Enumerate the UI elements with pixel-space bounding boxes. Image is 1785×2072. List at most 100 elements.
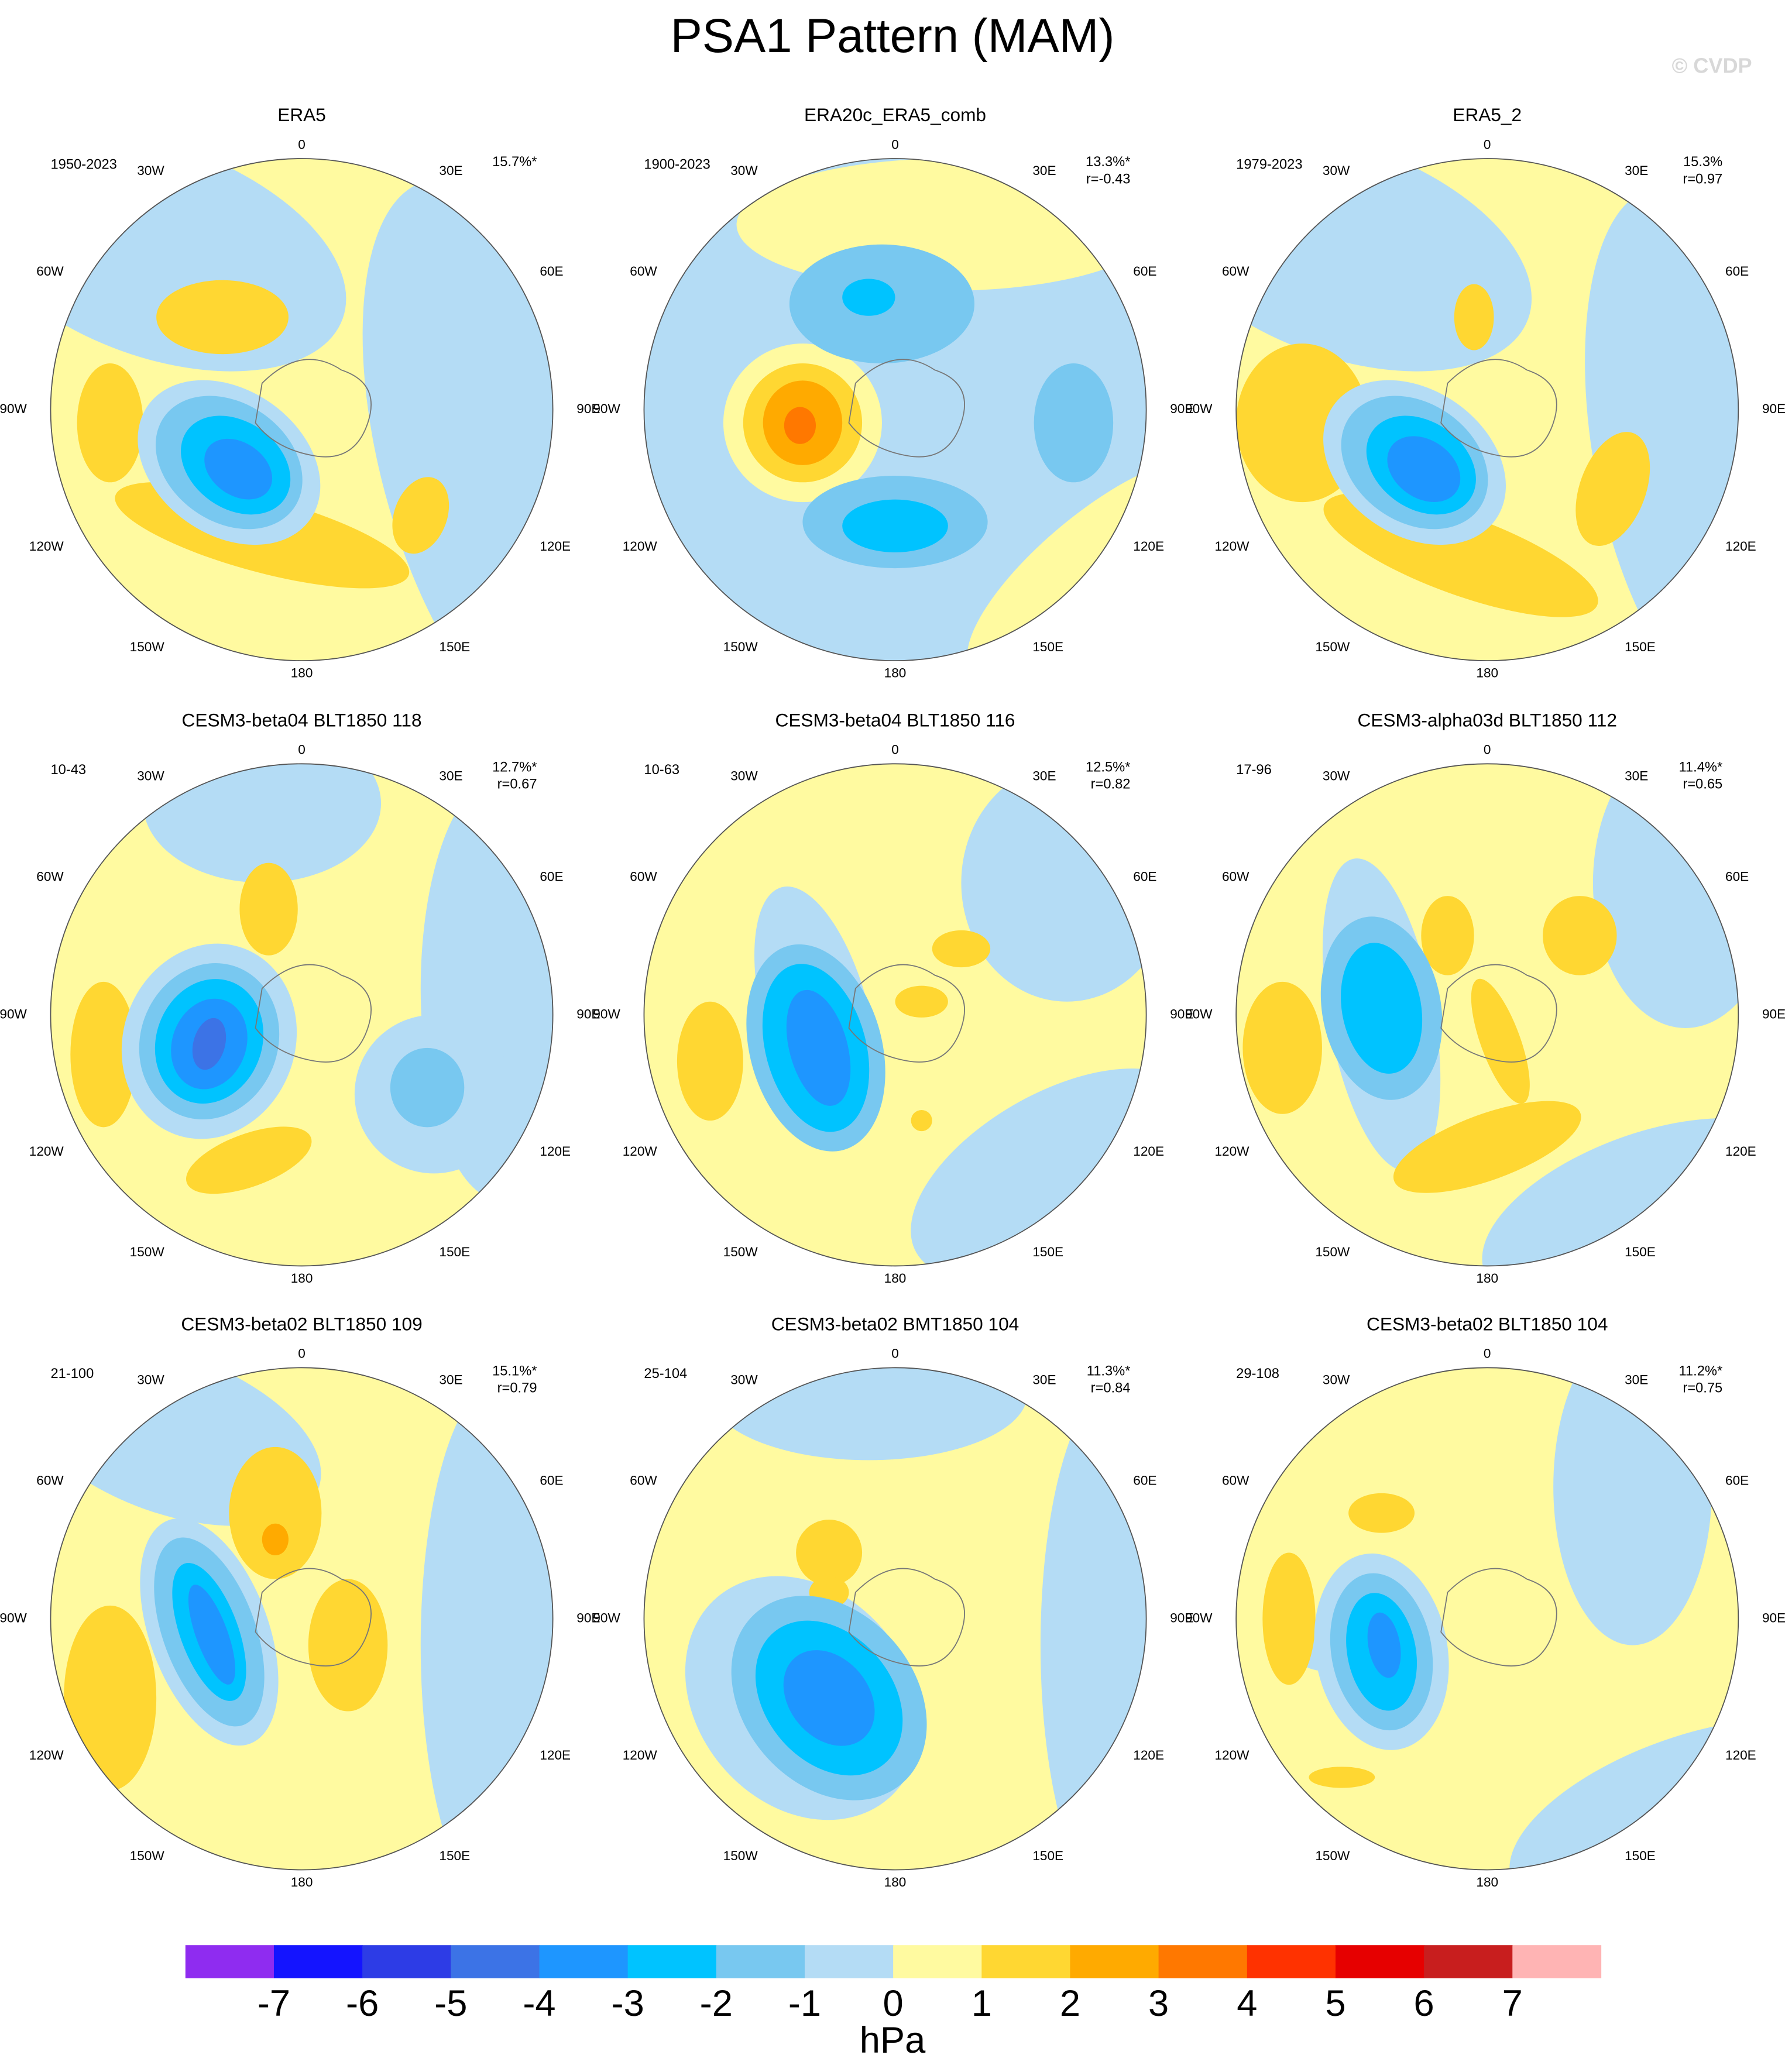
contour-region xyxy=(796,1520,863,1586)
longitude-label: 60E xyxy=(540,264,563,279)
colorbar-box xyxy=(362,1945,451,1978)
longitude-label: 0 xyxy=(298,137,305,152)
panel-correlation: r=0.65 xyxy=(1683,777,1722,792)
longitude-label: 0 xyxy=(891,1346,899,1361)
map-border xyxy=(643,1367,1147,1871)
contour-region xyxy=(783,1650,875,1746)
longitude-label: 60W xyxy=(630,264,657,279)
colorbar-tick-label: 3 xyxy=(1148,1983,1169,2024)
contour-region xyxy=(390,1047,465,1128)
panel-title: CESM3-beta02 BLT1850 109 xyxy=(181,1313,422,1334)
panel-period: 10-43 xyxy=(50,762,86,778)
antarctica-outline xyxy=(848,964,965,1063)
map-border xyxy=(50,1367,554,1871)
contour-region xyxy=(1040,1380,1146,1870)
contour-region xyxy=(932,930,991,968)
contour-region xyxy=(77,363,143,483)
longitude-label: 30W xyxy=(730,1373,758,1387)
map-border xyxy=(50,763,554,1267)
panel-title: ERA5 xyxy=(277,104,326,125)
longitude-label: 90W xyxy=(0,401,27,416)
panel-title: CESM3-beta02 BLT1850 104 xyxy=(1367,1313,1608,1334)
longitude-label: 120W xyxy=(623,539,658,554)
longitude-label: 0 xyxy=(298,1346,305,1361)
contour-region xyxy=(1367,1612,1401,1678)
longitude-label: 0 xyxy=(1484,1346,1491,1361)
antarctica-outline xyxy=(1440,1568,1557,1666)
figure-title: PSA1 Pattern (MAM) xyxy=(671,9,1115,63)
colorbar-tick-label: -2 xyxy=(700,1983,733,2024)
contour-region xyxy=(1454,284,1494,351)
colorbar-box xyxy=(1424,1945,1513,1978)
colorbar-box xyxy=(716,1945,805,1978)
colorbar-box xyxy=(1158,1945,1248,1978)
colorbar-box xyxy=(804,1945,894,1978)
panel-variance: 12.5%* xyxy=(1086,760,1130,775)
panel-correlation: r=0.79 xyxy=(497,1381,537,1396)
longitude-label: 60W xyxy=(630,869,657,884)
longitude-label: 150E xyxy=(439,640,470,654)
contour-region xyxy=(70,981,137,1128)
colorbar-tick-label: -5 xyxy=(434,1983,467,2024)
panel-period: 21-100 xyxy=(50,1366,94,1382)
contour-region xyxy=(192,1018,226,1070)
contour-region xyxy=(156,280,289,355)
longitude-label: 180 xyxy=(291,1271,313,1286)
longitude-label: 150W xyxy=(130,640,165,654)
map-border xyxy=(1235,158,1739,662)
contour-region xyxy=(1348,1493,1415,1533)
panel-title: CESM3-alpha03d BLT1850 112 xyxy=(1358,709,1617,730)
panel-variance: 12.7%* xyxy=(492,760,537,775)
longitude-label: 90E xyxy=(1762,1006,1785,1021)
longitude-label: 60E xyxy=(1133,1473,1156,1488)
colorbar-box xyxy=(1070,1945,1159,1978)
longitude-label: 90W xyxy=(1185,1610,1213,1625)
contour-region xyxy=(1034,363,1114,483)
longitude-label: 150E xyxy=(1625,1848,1656,1863)
longitude-label: 30E xyxy=(1032,769,1056,784)
colorbar-box xyxy=(981,1945,1071,1978)
longitude-label: 180 xyxy=(884,666,907,681)
contour-region xyxy=(204,438,273,500)
map-panel xyxy=(50,764,553,1266)
longitude-label: 180 xyxy=(1476,666,1498,681)
panel-period: 10-63 xyxy=(644,762,679,778)
longitude-label: 0 xyxy=(298,743,305,757)
longitude-label: 30W xyxy=(137,163,164,178)
longitude-label: 120E xyxy=(1725,1144,1756,1159)
longitude-label: 120W xyxy=(1214,1144,1250,1159)
longitude-label: 180 xyxy=(884,1875,907,1889)
panel-title: CESM3-beta02 BMT1850 104 xyxy=(771,1313,1019,1334)
contour-region xyxy=(143,764,382,883)
panel-period: 1900-2023 xyxy=(644,157,710,173)
contour-region xyxy=(420,1380,553,1870)
map-border xyxy=(643,158,1147,662)
panel-variance: 11.3%* xyxy=(1087,1363,1131,1379)
longitude-label: 90E xyxy=(576,1006,600,1021)
panel-correlation: r=0.97 xyxy=(1683,171,1722,187)
colorbar-box xyxy=(539,1945,629,1978)
antarctica-outline xyxy=(255,964,372,1063)
panel-correlation: r=0.84 xyxy=(1091,1381,1131,1396)
longitude-label: 60W xyxy=(36,264,64,279)
longitude-label: 150E xyxy=(439,1245,470,1259)
longitude-label: 150W xyxy=(1315,640,1350,654)
longitude-label: 180 xyxy=(1476,1271,1498,1286)
longitude-label: 120W xyxy=(29,1748,64,1762)
longitude-label: 30W xyxy=(730,163,758,178)
map-panel xyxy=(1236,764,1739,1266)
antarctica-outline xyxy=(255,359,372,458)
antarctica-outline xyxy=(255,1568,372,1666)
longitude-label: 180 xyxy=(291,1875,313,1889)
longitude-label: 0 xyxy=(891,137,899,152)
antarctica-outline xyxy=(848,1568,965,1666)
longitude-label: 60W xyxy=(630,1473,657,1488)
longitude-label: 150W xyxy=(723,1245,758,1259)
longitude-label: 60E xyxy=(1133,869,1156,884)
longitude-label: 60E xyxy=(540,869,563,884)
panel-period: 25-104 xyxy=(644,1366,687,1382)
panel-title: CESM3-beta04 BLT1850 118 xyxy=(182,709,422,730)
longitude-label: 60E xyxy=(540,1473,563,1488)
longitude-label: 30E xyxy=(1625,163,1648,178)
longitude-label: 60W xyxy=(1222,1473,1250,1488)
